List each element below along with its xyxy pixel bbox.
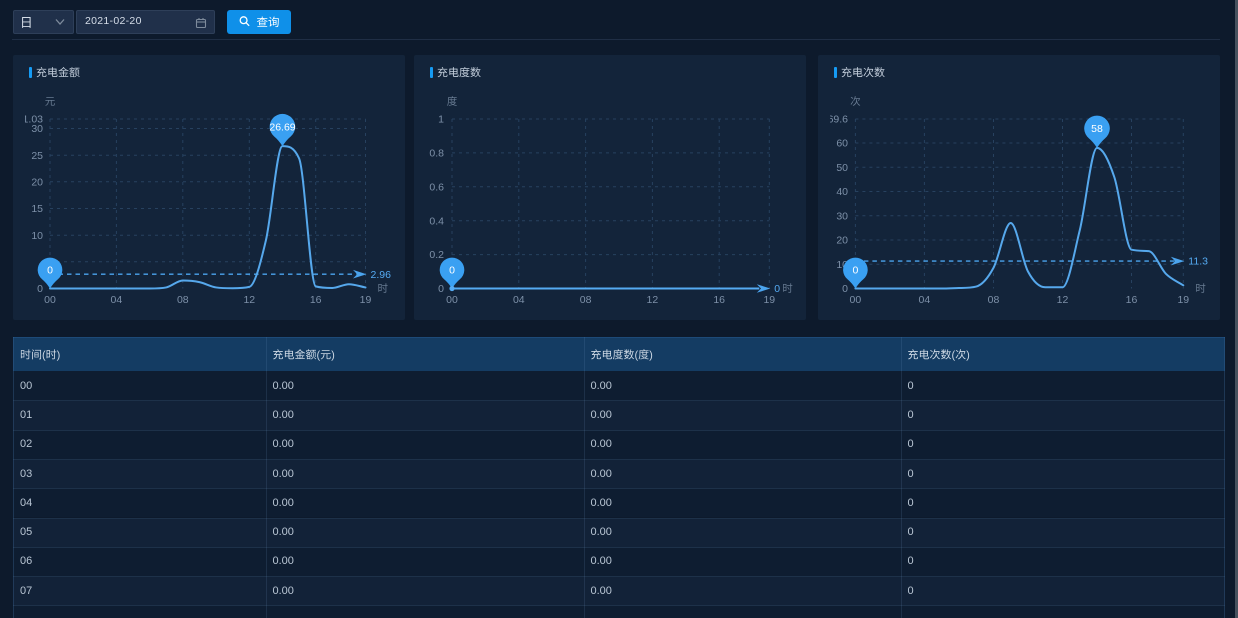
svg-text:10: 10 (836, 259, 848, 271)
svg-text:10: 10 (31, 230, 43, 242)
svg-text:31.03: 31.03 (17, 114, 43, 126)
svg-text:19: 19 (360, 294, 372, 306)
svg-text:20: 20 (31, 176, 43, 188)
svg-text:19: 19 (1177, 294, 1189, 306)
svg-text:58: 58 (1091, 123, 1103, 135)
svg-text:25: 25 (31, 150, 43, 162)
svg-text:16: 16 (1126, 294, 1138, 306)
svg-text:0.2: 0.2 (429, 249, 444, 261)
svg-text:0: 0 (852, 265, 858, 277)
svg-text:08: 08 (988, 294, 1000, 306)
svg-text:20: 20 (836, 235, 848, 247)
svg-text:0: 0 (438, 283, 444, 295)
svg-text:00: 00 (850, 294, 862, 306)
svg-text:12: 12 (243, 294, 255, 306)
svg-text:00: 00 (446, 294, 458, 306)
svg-text:40: 40 (836, 186, 848, 198)
svg-text:11.3: 11.3 (1188, 256, 1208, 268)
svg-text:2.96: 2.96 (371, 269, 392, 281)
svg-text:16: 16 (713, 294, 725, 306)
svg-text:15: 15 (31, 203, 43, 215)
svg-text:0: 0 (47, 265, 53, 277)
svg-text:26.69: 26.69 (269, 122, 295, 134)
svg-text:12: 12 (647, 294, 659, 306)
svg-text:04: 04 (919, 294, 931, 306)
svg-text:0.6: 0.6 (429, 181, 444, 193)
svg-text:00: 00 (44, 294, 56, 306)
svg-text:08: 08 (580, 294, 592, 306)
svg-text:19: 19 (763, 294, 775, 306)
svg-text:0: 0 (449, 265, 455, 277)
svg-text:30: 30 (836, 210, 848, 222)
svg-text:04: 04 (111, 294, 123, 306)
svg-text:0: 0 (37, 283, 43, 295)
svg-text:0: 0 (842, 283, 848, 295)
svg-text:16: 16 (310, 294, 322, 306)
svg-text:69.6: 69.6 (828, 114, 849, 126)
svg-text:30: 30 (31, 123, 43, 135)
svg-text:0: 0 (774, 283, 780, 295)
svg-text:60: 60 (836, 138, 848, 150)
svg-text:0.4: 0.4 (429, 215, 444, 227)
svg-text:0.8: 0.8 (429, 148, 444, 160)
svg-text:50: 50 (836, 162, 848, 174)
svg-text:08: 08 (177, 294, 189, 306)
svg-text:12: 12 (1057, 294, 1069, 306)
svg-text:04: 04 (513, 294, 525, 306)
svg-text:1: 1 (438, 114, 444, 126)
